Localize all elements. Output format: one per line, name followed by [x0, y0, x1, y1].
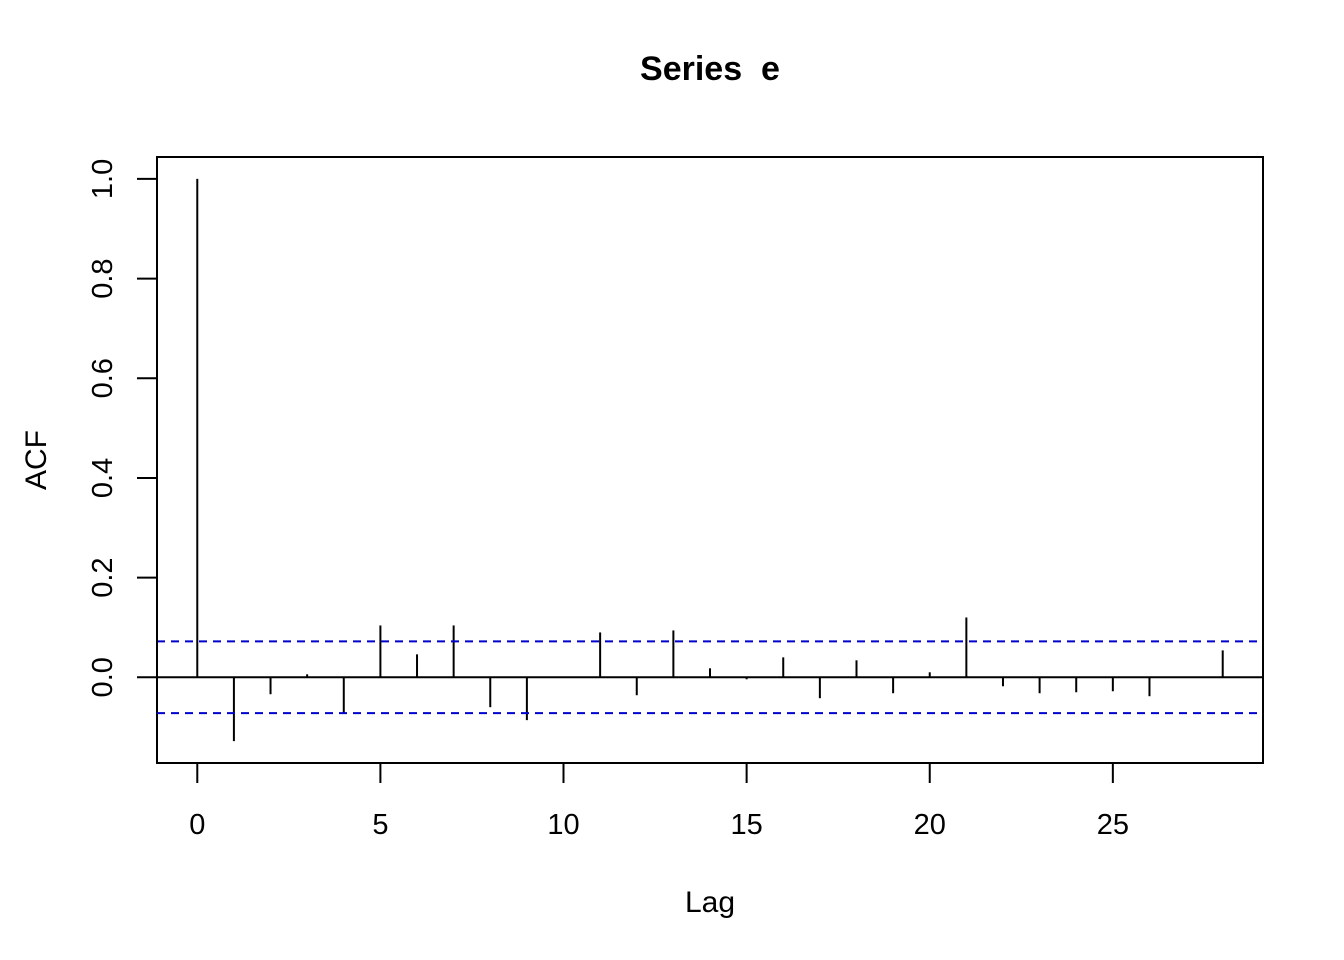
- y-axis: 0.0 0.2 0.4 0.6 0.8 1.0: [87, 159, 158, 697]
- y-tick-label: 0.4: [87, 458, 119, 498]
- x-axis-label: Lag: [685, 886, 735, 919]
- y-tick-label: 0.0: [87, 657, 119, 697]
- confidence-bounds: [157, 640, 1263, 715]
- x-tick-label: 25: [1097, 809, 1129, 841]
- y-tick-label: 1.0: [87, 159, 119, 199]
- x-axis: 0 5 10 15 20 25: [189, 762, 1129, 841]
- y-tick-label: 0.2: [87, 557, 119, 597]
- x-tick-label: 20: [914, 809, 946, 841]
- acf-bars: [157, 178, 1263, 742]
- y-tick-label: 0.6: [87, 358, 119, 398]
- y-axis-label: ACF: [20, 430, 53, 490]
- x-tick-label: 15: [730, 809, 762, 841]
- x-tick-label: 0: [189, 809, 205, 841]
- y-tick-label: 0.8: [87, 258, 119, 298]
- x-tick-label: 5: [372, 809, 388, 841]
- x-tick-label: 10: [547, 809, 579, 841]
- chart-title: Series e: [640, 50, 780, 88]
